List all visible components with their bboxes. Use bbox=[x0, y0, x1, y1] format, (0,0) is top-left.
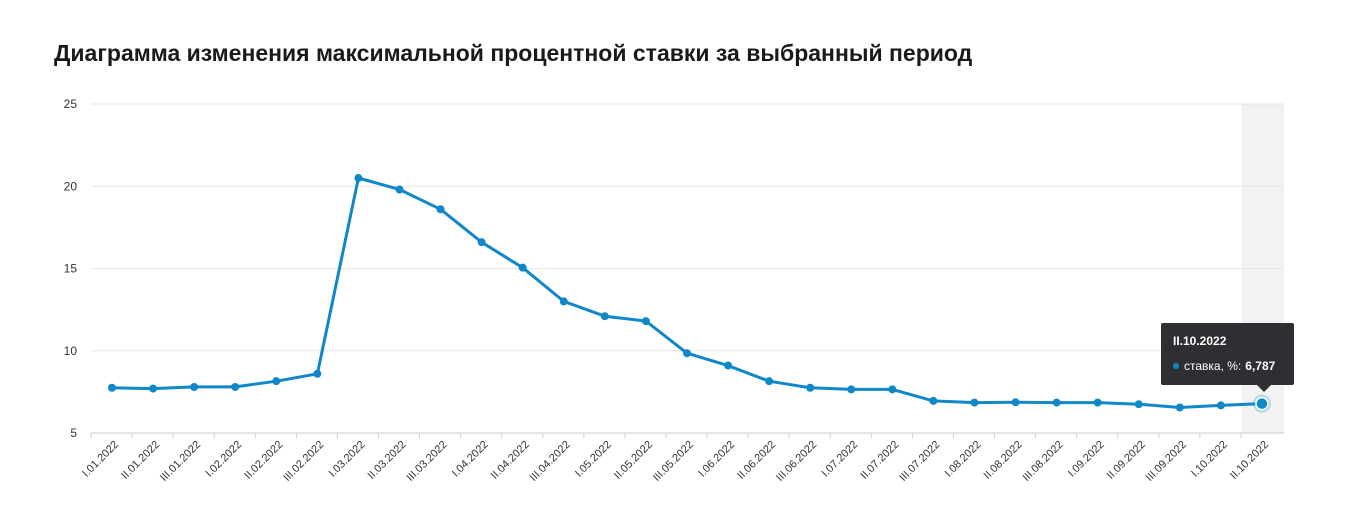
data-point[interactable] bbox=[518, 263, 527, 272]
x-tick-label: I.01.2022 bbox=[80, 439, 121, 480]
x-tick-label: II.06.2022 bbox=[735, 439, 778, 482]
x-tick-label: III.05.2022 bbox=[651, 439, 696, 484]
data-point[interactable] bbox=[641, 317, 650, 326]
x-tick-label: III.02.2022 bbox=[281, 439, 326, 484]
x-tick-label: II.09.2022 bbox=[1105, 439, 1148, 482]
x-tick-label: I.10.2022 bbox=[1189, 439, 1230, 480]
data-point[interactable] bbox=[1216, 401, 1225, 410]
x-tick-label: II.03.2022 bbox=[366, 439, 409, 482]
x-tick-label: III.09.2022 bbox=[1144, 439, 1189, 484]
x-tick-label: III.03.2022 bbox=[404, 439, 449, 484]
data-point[interactable] bbox=[1052, 398, 1061, 407]
x-tick-label: II.10.2022 bbox=[1228, 439, 1271, 482]
data-point[interactable] bbox=[1093, 398, 1102, 407]
data-point[interactable] bbox=[313, 369, 322, 378]
y-tick-label: 25 bbox=[64, 97, 78, 111]
data-point[interactable] bbox=[395, 185, 404, 194]
x-tick-marks bbox=[90, 433, 1242, 438]
y-grid-lines bbox=[91, 103, 1284, 352]
x-tick-label: II.05.2022 bbox=[612, 439, 655, 482]
data-point[interactable] bbox=[1011, 398, 1020, 407]
y-tick-labels: 5 10 15 20 25 bbox=[64, 97, 78, 440]
data-point[interactable] bbox=[765, 377, 774, 386]
data-point[interactable] bbox=[929, 396, 938, 405]
x-tick-label: I.03.2022 bbox=[327, 439, 368, 480]
data-point[interactable] bbox=[190, 382, 199, 391]
x-tick-label: II.02.2022 bbox=[242, 439, 285, 482]
data-point[interactable] bbox=[108, 383, 116, 392]
x-tick-label: III.01.2022 bbox=[158, 439, 203, 484]
x-tick-label: I.07.2022 bbox=[819, 439, 860, 480]
x-tick-label: I.05.2022 bbox=[573, 439, 614, 480]
data-point[interactable] bbox=[231, 382, 240, 391]
x-tick-label: II.01.2022 bbox=[119, 439, 162, 482]
x-tick-label: I.09.2022 bbox=[1066, 439, 1107, 480]
data-point[interactable] bbox=[970, 398, 979, 407]
x-tick-label: I.06.2022 bbox=[696, 439, 737, 480]
data-point[interactable] bbox=[724, 361, 733, 370]
data-point[interactable] bbox=[436, 205, 445, 214]
x-tick-label: I.02.2022 bbox=[203, 439, 244, 480]
x-tick-label: III.04.2022 bbox=[528, 439, 573, 484]
data-point[interactable] bbox=[1134, 400, 1143, 409]
series-line bbox=[111, 176, 1263, 409]
data-point[interactable] bbox=[354, 174, 363, 183]
series-marker-icon bbox=[1173, 363, 1179, 369]
data-points[interactable] bbox=[108, 174, 1271, 413]
data-point[interactable] bbox=[1175, 403, 1184, 412]
x-tick-label: II.07.2022 bbox=[858, 439, 901, 482]
data-point[interactable] bbox=[806, 383, 815, 392]
tooltip-row: ставка, %: 6,787 bbox=[1173, 359, 1282, 373]
x-tick-label: I.04.2022 bbox=[450, 439, 491, 480]
tooltip-title: II.10.2022 bbox=[1173, 334, 1227, 348]
y-tick-label: 5 bbox=[70, 426, 77, 440]
data-point[interactable] bbox=[682, 349, 691, 358]
tooltip-value: 6,787 bbox=[1245, 359, 1276, 373]
x-tick-label: III.08.2022 bbox=[1020, 439, 1065, 484]
data-point[interactable] bbox=[272, 377, 281, 386]
x-tick-label: III.07.2022 bbox=[897, 439, 942, 484]
y-tick-label: 20 bbox=[64, 179, 78, 193]
data-point[interactable] bbox=[149, 384, 158, 393]
data-point[interactable] bbox=[847, 385, 856, 394]
data-point[interactable] bbox=[600, 312, 609, 321]
y-tick-label: 10 bbox=[64, 344, 78, 358]
x-tick-label: III.06.2022 bbox=[774, 439, 819, 484]
page-title: Диаграмма изменения максимальной процент… bbox=[54, 40, 973, 66]
tooltip-label: ставка, %: bbox=[1184, 359, 1242, 373]
data-point[interactable] bbox=[888, 385, 897, 394]
data-point[interactable] bbox=[477, 238, 486, 247]
x-tick-label: II.04.2022 bbox=[489, 439, 532, 482]
chart-tooltip: II.10.2022 ставка, %: 6,787 bbox=[1161, 323, 1294, 392]
x-tick-label: I.08.2022 bbox=[943, 439, 984, 480]
y-tick-label: 15 bbox=[64, 262, 78, 276]
data-point-active[interactable] bbox=[1255, 396, 1269, 411]
data-point[interactable] bbox=[559, 297, 568, 306]
x-tick-label: II.08.2022 bbox=[982, 439, 1025, 482]
